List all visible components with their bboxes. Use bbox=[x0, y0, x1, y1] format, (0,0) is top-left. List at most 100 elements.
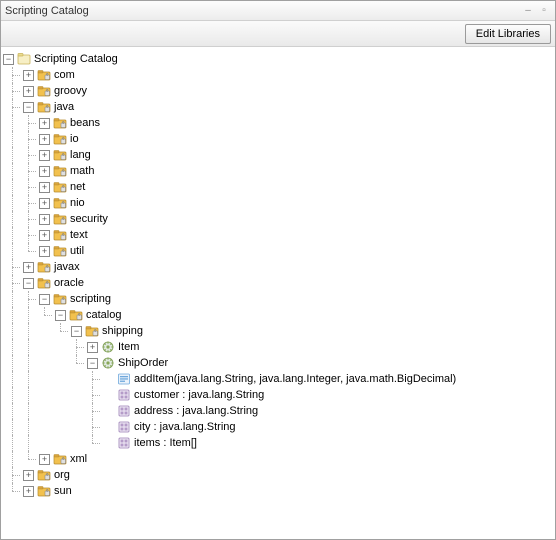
scripting-catalog-window: Scripting Catalog – ▫ Edit Libraries − S… bbox=[0, 0, 556, 540]
expand-icon[interactable]: + bbox=[23, 70, 34, 81]
field-icon bbox=[117, 388, 131, 402]
package-icon bbox=[53, 164, 67, 178]
package-icon bbox=[53, 228, 67, 242]
tree-node-label: address : java.lang.String bbox=[134, 403, 258, 419]
tree-node-label: nio bbox=[70, 195, 85, 211]
no-expander bbox=[103, 422, 114, 433]
package-icon bbox=[37, 276, 51, 290]
collapse-icon[interactable]: − bbox=[87, 358, 98, 369]
tree-node-label: Item bbox=[118, 339, 139, 355]
window-title: Scripting Catalog bbox=[5, 5, 89, 17]
tree-node[interactable]: + groovy bbox=[3, 83, 553, 99]
collapse-icon[interactable]: − bbox=[55, 310, 66, 321]
tree-node-label: groovy bbox=[54, 83, 87, 99]
tree-node[interactable]: − oracle bbox=[3, 275, 553, 291]
tree-node[interactable]: items : Item[] bbox=[3, 435, 553, 451]
tree-node-label: lang bbox=[70, 147, 91, 163]
toolbar: Edit Libraries bbox=[1, 21, 555, 47]
expand-icon[interactable]: + bbox=[39, 198, 50, 209]
maximize-icon[interactable]: ▫ bbox=[537, 5, 551, 17]
expand-icon[interactable]: + bbox=[39, 182, 50, 193]
tree-root-label: Scripting Catalog bbox=[34, 51, 118, 67]
tree-node-label: math bbox=[70, 163, 94, 179]
expand-icon[interactable]: + bbox=[23, 486, 34, 497]
package-icon bbox=[37, 468, 51, 482]
tree-node[interactable]: − catalog bbox=[3, 307, 553, 323]
tree-node-label: catalog bbox=[86, 307, 121, 323]
expand-icon[interactable]: + bbox=[39, 454, 50, 465]
tree-node[interactable]: + sun bbox=[3, 483, 553, 499]
tree-node[interactable]: + text bbox=[3, 227, 553, 243]
edit-libraries-button[interactable]: Edit Libraries bbox=[465, 24, 551, 44]
tree-node[interactable]: − scripting bbox=[3, 291, 553, 307]
field-icon bbox=[117, 420, 131, 434]
collapse-icon[interactable]: − bbox=[71, 326, 82, 337]
class-icon bbox=[101, 340, 115, 354]
no-expander bbox=[103, 390, 114, 401]
expand-icon[interactable]: + bbox=[87, 342, 98, 353]
collapse-icon[interactable]: − bbox=[23, 278, 34, 289]
tree-node[interactable]: addItem(java.lang.String, java.lang.Inte… bbox=[3, 371, 553, 387]
tree-node[interactable]: + com bbox=[3, 67, 553, 83]
package-icon bbox=[69, 308, 83, 322]
tree-node[interactable]: − shipping bbox=[3, 323, 553, 339]
expand-icon[interactable]: + bbox=[39, 118, 50, 129]
tree-node-label: java bbox=[54, 99, 74, 115]
package-icon bbox=[53, 148, 67, 162]
tree-node[interactable]: + javax bbox=[3, 259, 553, 275]
package-icon bbox=[53, 196, 67, 210]
package-icon bbox=[37, 260, 51, 274]
tree-node[interactable]: + beans bbox=[3, 115, 553, 131]
no-expander bbox=[103, 406, 114, 417]
expand-icon[interactable]: + bbox=[23, 86, 34, 97]
tree-node-label: net bbox=[70, 179, 85, 195]
tree-node[interactable]: + xml bbox=[3, 451, 553, 467]
package-icon bbox=[53, 292, 67, 306]
tree-node[interactable]: + nio bbox=[3, 195, 553, 211]
no-expander bbox=[103, 374, 114, 385]
expand-icon[interactable]: + bbox=[39, 150, 50, 161]
package-icon bbox=[37, 484, 51, 498]
tree-node-label: ShipOrder bbox=[118, 355, 168, 371]
tree-node[interactable]: + org bbox=[3, 467, 553, 483]
expand-icon[interactable]: + bbox=[39, 166, 50, 177]
tree-node-label: items : Item[] bbox=[134, 435, 197, 451]
expand-icon[interactable]: + bbox=[39, 214, 50, 225]
tree-node-label: customer : java.lang.String bbox=[134, 387, 264, 403]
package-icon bbox=[53, 452, 67, 466]
tree-node[interactable]: city : java.lang.String bbox=[3, 419, 553, 435]
tree-node[interactable]: + Item bbox=[3, 339, 553, 355]
titlebar: Scripting Catalog – ▫ bbox=[1, 1, 555, 21]
tree-node[interactable]: − ShipOrder bbox=[3, 355, 553, 371]
package-icon bbox=[53, 212, 67, 226]
tree-node[interactable]: + lang bbox=[3, 147, 553, 163]
tree-node-label: util bbox=[70, 243, 84, 259]
expand-icon[interactable]: + bbox=[23, 470, 34, 481]
method-icon bbox=[117, 372, 131, 386]
tree-node[interactable]: + math bbox=[3, 163, 553, 179]
package-icon bbox=[53, 132, 67, 146]
expand-icon[interactable]: + bbox=[23, 262, 34, 273]
tree-node[interactable]: + net bbox=[3, 179, 553, 195]
tree-node[interactable]: − java bbox=[3, 99, 553, 115]
expand-icon[interactable]: + bbox=[39, 134, 50, 145]
tree-node-label: text bbox=[70, 227, 88, 243]
package-icon bbox=[53, 116, 67, 130]
tree-node[interactable]: customer : java.lang.String bbox=[3, 387, 553, 403]
tree-node-label: sun bbox=[54, 483, 72, 499]
collapse-icon[interactable]: − bbox=[23, 102, 34, 113]
collapse-icon[interactable]: − bbox=[3, 54, 14, 65]
tree-node-label: shipping bbox=[102, 323, 143, 339]
tree-node[interactable]: + util bbox=[3, 243, 553, 259]
catalog-tree[interactable]: − Scripting Catalog + com + groovy bbox=[1, 47, 555, 539]
edit-libraries-label: Edit Libraries bbox=[476, 28, 540, 40]
minimize-icon[interactable]: – bbox=[521, 5, 535, 17]
tree-node[interactable]: + io bbox=[3, 131, 553, 147]
expand-icon[interactable]: + bbox=[39, 230, 50, 241]
collapse-icon[interactable]: − bbox=[39, 294, 50, 305]
expand-icon[interactable]: + bbox=[39, 246, 50, 257]
tree-node-label: com bbox=[54, 67, 75, 83]
tree-node[interactable]: address : java.lang.String bbox=[3, 403, 553, 419]
tree-root[interactable]: − Scripting Catalog bbox=[3, 51, 553, 67]
tree-node[interactable]: + security bbox=[3, 211, 553, 227]
